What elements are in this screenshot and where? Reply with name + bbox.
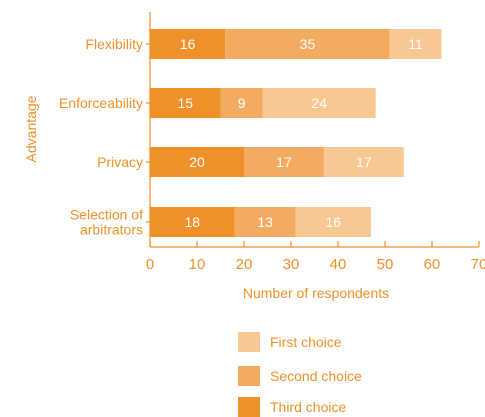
category-label: Selection of — [70, 207, 143, 223]
data-label: 17 — [276, 154, 292, 170]
axes-layer: 0 10 20 30 40 50 60 70 — [146, 12, 485, 273]
bar-segment — [225, 29, 390, 59]
data-label: 11 — [408, 36, 423, 52]
bar-segment — [389, 29, 442, 59]
bar-segment — [262, 88, 376, 118]
x-tick-label: 50 — [377, 256, 394, 273]
x-axis-title: Number of respondents — [243, 285, 389, 301]
bar-segment — [244, 147, 324, 177]
data-label: 18 — [185, 214, 201, 230]
bar-segment — [150, 207, 235, 237]
category-label: Enforceability — [59, 95, 143, 111]
data-label: 16 — [326, 214, 342, 230]
data-label: 16 — [180, 36, 196, 52]
x-tick-label: 10 — [189, 256, 206, 273]
y-axis-title: Advantage — [23, 95, 39, 162]
legend-label: First choice — [270, 334, 342, 350]
legend-swatch — [238, 397, 260, 417]
category-label: arbitrators — [80, 222, 143, 238]
legend-swatch — [238, 366, 260, 386]
legend: First choice Second choice Third choice — [238, 332, 362, 417]
data-label: 24 — [311, 95, 327, 111]
data-label: 20 — [189, 154, 205, 170]
x-tick-label: 0 — [146, 256, 154, 273]
category-label: Flexibility — [85, 36, 143, 52]
legend-label: Third choice — [270, 399, 346, 415]
bar-segment — [150, 29, 226, 59]
bar-segment — [150, 88, 221, 118]
legend-label: Second choice — [270, 368, 362, 384]
bars-layer: 16 35 11 15 9 24 20 17 17 18 13 16 — [150, 29, 442, 237]
data-label: 17 — [356, 154, 372, 170]
x-tick-label: 30 — [283, 256, 300, 273]
x-tick-label: 70 — [471, 256, 485, 273]
data-label: 15 — [177, 95, 193, 111]
x-tick-label: 20 — [236, 256, 253, 273]
data-label: 13 — [257, 214, 273, 230]
x-tick-label: 60 — [424, 256, 441, 273]
labels-layer: Flexibility Enforceability Privacy Selectio… — [23, 36, 389, 301]
bar-segment — [295, 207, 371, 237]
bar-segment — [150, 147, 244, 177]
data-label: 35 — [300, 36, 316, 52]
category-label: Privacy — [97, 154, 143, 170]
legend-swatch — [238, 332, 260, 352]
bar-segment — [234, 207, 296, 237]
bar-segment — [323, 147, 404, 177]
bar-segment — [220, 88, 263, 118]
data-label: 9 — [238, 95, 246, 111]
x-tick-label: 40 — [330, 256, 347, 273]
